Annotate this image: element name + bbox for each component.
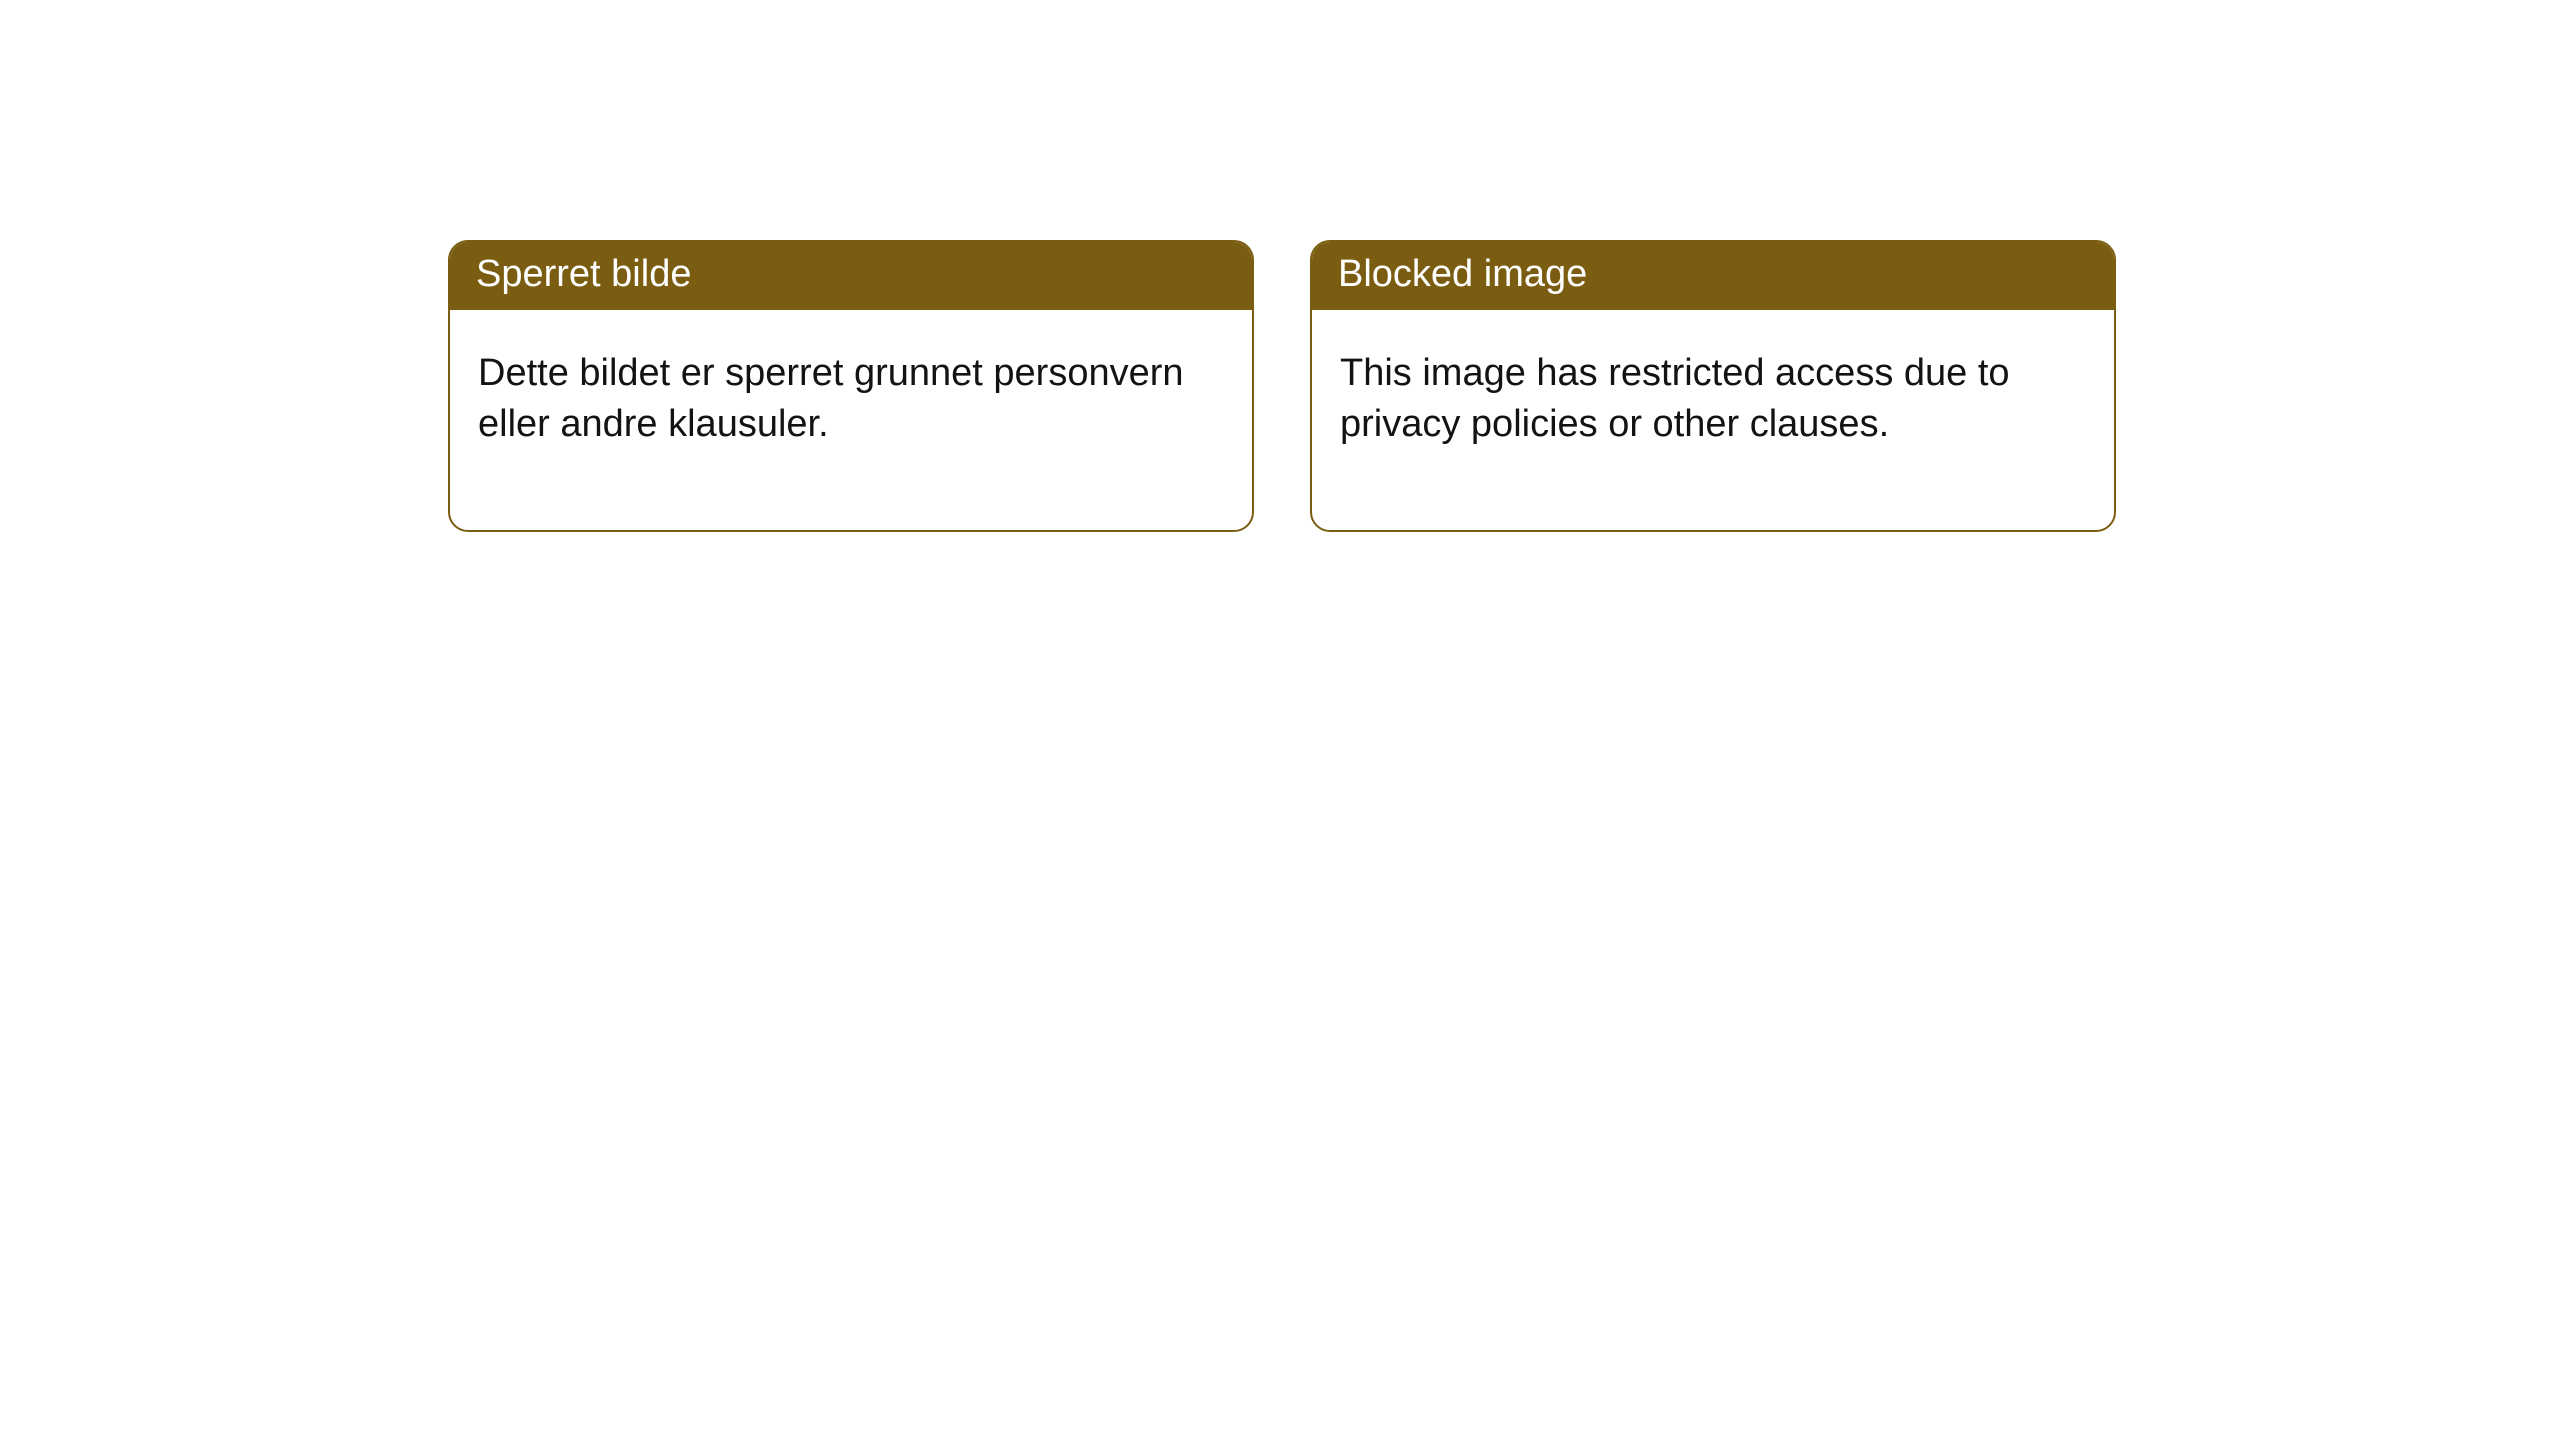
notice-card-body: This image has restricted access due to … (1312, 310, 2114, 531)
notice-container: Sperret bilde Dette bildet er sperret gr… (0, 0, 2560, 532)
notice-card-norwegian: Sperret bilde Dette bildet er sperret gr… (448, 240, 1254, 532)
notice-card-title: Sperret bilde (450, 242, 1252, 310)
notice-card-body: Dette bildet er sperret grunnet personve… (450, 310, 1252, 531)
notice-card-english: Blocked image This image has restricted … (1310, 240, 2116, 532)
notice-card-title: Blocked image (1312, 242, 2114, 310)
